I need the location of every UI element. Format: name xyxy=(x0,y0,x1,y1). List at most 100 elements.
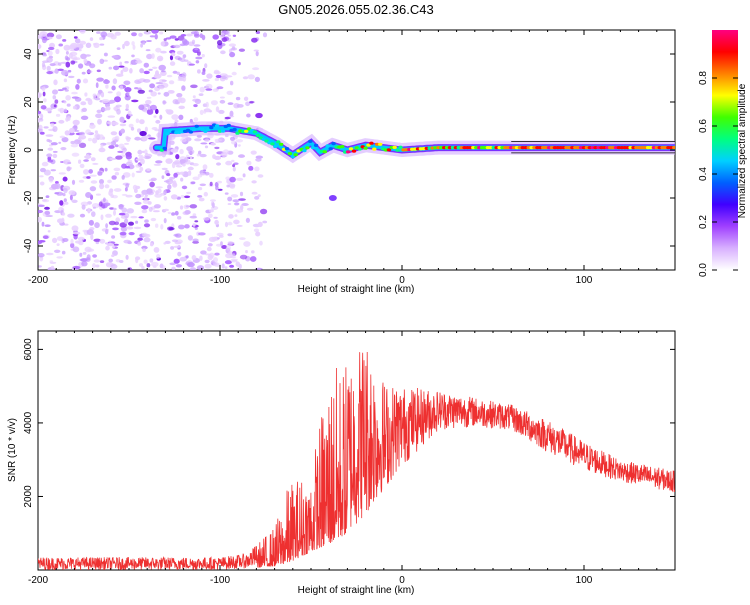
noise-speck xyxy=(144,126,148,132)
noise-speck xyxy=(163,242,167,245)
colorbar-gradient xyxy=(712,30,738,270)
ridge-cell xyxy=(308,139,313,143)
noise-speck xyxy=(100,214,104,221)
noise-speck xyxy=(234,202,240,206)
noise-speck xyxy=(47,159,54,163)
noise-speck xyxy=(165,158,173,164)
noise-speck xyxy=(251,191,258,195)
noise-speck xyxy=(82,229,87,233)
noise-speck xyxy=(39,175,44,178)
noise-speck xyxy=(257,194,261,198)
noise-speck xyxy=(224,266,228,269)
noise-speck xyxy=(254,196,260,200)
noise-speck xyxy=(73,231,81,235)
noise-speck xyxy=(146,40,152,42)
noise-speck xyxy=(235,261,241,267)
noise-speck xyxy=(255,157,262,162)
noise-speck xyxy=(133,226,142,230)
noise-speck xyxy=(38,216,42,223)
noise-speck xyxy=(80,101,87,106)
noise-speck xyxy=(194,48,199,51)
noise-speck xyxy=(44,224,51,227)
noise-speck xyxy=(80,53,87,60)
noise-speck xyxy=(155,108,159,115)
noise-speck xyxy=(48,177,54,183)
noise-speck xyxy=(74,38,81,44)
noise-speck xyxy=(159,85,165,90)
noise-speck xyxy=(155,119,161,124)
noise-speck xyxy=(79,252,83,257)
noise-speck xyxy=(204,63,208,69)
noise-speck xyxy=(80,115,89,121)
noise-speck xyxy=(48,139,52,143)
noise-speck xyxy=(72,119,80,126)
noise-speck xyxy=(170,148,179,153)
noise-speck xyxy=(243,96,249,102)
noise-speck xyxy=(148,89,153,93)
noise-speck xyxy=(180,138,187,143)
ridge-cell xyxy=(293,153,298,157)
noise-speck xyxy=(135,118,140,124)
noise-speck xyxy=(141,232,148,238)
noise-speck xyxy=(180,177,184,182)
noise-speck xyxy=(146,191,154,196)
noise-speck xyxy=(41,161,49,167)
noise-speck xyxy=(114,172,120,176)
noise-speck xyxy=(62,87,67,90)
ridge-cell xyxy=(244,129,249,133)
noise-speck xyxy=(57,218,64,224)
noise-speck xyxy=(221,263,225,269)
noise-speck xyxy=(46,71,53,75)
noise-speck xyxy=(104,167,108,172)
noise-speck xyxy=(71,199,78,203)
noise-speck xyxy=(189,267,197,270)
noise-speck xyxy=(93,42,97,46)
noise-speck xyxy=(63,44,71,51)
noise-speck xyxy=(86,176,91,179)
noise-speck xyxy=(96,31,101,34)
noise-speck xyxy=(148,206,153,212)
snr-frame xyxy=(37,330,676,571)
noise-speck xyxy=(68,75,75,79)
noise-speck xyxy=(145,99,152,105)
noise-speck xyxy=(206,246,212,252)
noise-speck xyxy=(175,165,183,168)
noise-speck xyxy=(235,208,244,213)
noise-speck xyxy=(52,153,58,159)
noise-speck xyxy=(199,183,206,187)
noise-speck xyxy=(138,216,144,219)
noise-speck xyxy=(72,105,77,110)
noise-speck xyxy=(210,142,216,146)
noise-speck xyxy=(150,104,157,111)
noise-speck xyxy=(61,212,66,216)
noise-speck xyxy=(126,226,134,230)
noise-speck xyxy=(85,129,91,135)
noise-speck xyxy=(216,86,224,90)
spectrogram-y-tick-label: -20 xyxy=(23,190,34,205)
noise-speck xyxy=(236,177,244,181)
noise-speck xyxy=(149,83,156,89)
noise-speck xyxy=(212,34,219,40)
noise-speck xyxy=(45,107,52,112)
noise-speck xyxy=(49,63,56,67)
noise-speck xyxy=(78,240,84,246)
spectrogram-noise xyxy=(38,30,268,270)
noise-speck xyxy=(137,89,145,94)
noise-speck xyxy=(45,134,54,137)
noise-speck xyxy=(193,117,199,122)
noise-speck xyxy=(38,43,42,50)
ridge-cell xyxy=(302,149,307,153)
noise-speck xyxy=(227,196,233,202)
noise-speck xyxy=(179,171,185,175)
noise-speck xyxy=(193,104,198,108)
noise-speck xyxy=(116,108,121,115)
noise-speck xyxy=(201,34,206,41)
noise-speck xyxy=(172,99,180,105)
noise-speck xyxy=(62,176,68,182)
noise-speck xyxy=(116,91,122,97)
noise-speck xyxy=(132,44,136,50)
noise-speck xyxy=(181,185,188,190)
noise-speck xyxy=(69,127,75,134)
noise-speck xyxy=(143,79,151,83)
noise-speck xyxy=(43,98,47,103)
